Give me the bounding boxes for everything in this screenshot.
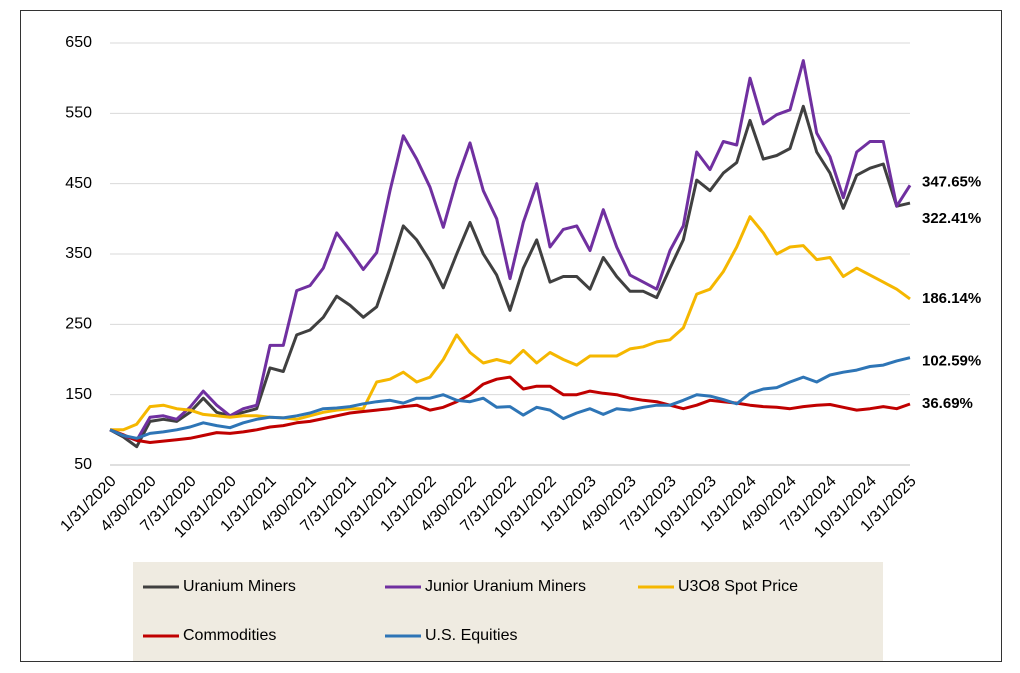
- y-tick-label: 250: [65, 316, 92, 333]
- line-series: [109, 356, 911, 440]
- y-tick-label: 350: [65, 245, 92, 262]
- legend-label: Commodities: [183, 627, 276, 644]
- y-tick-label: 150: [65, 386, 92, 403]
- y-tick-label: 450: [65, 175, 92, 192]
- end-label: 322.41%: [922, 210, 981, 227]
- end-label: 347.65%: [922, 173, 981, 190]
- line-series: [109, 104, 911, 449]
- y-tick-label: 550: [65, 105, 92, 122]
- legend-label: Uranium Miners: [183, 578, 296, 595]
- legend-label: U3O8 Spot Price: [678, 578, 798, 595]
- legend-label: Junior Uranium Miners: [425, 578, 586, 595]
- line-series: [109, 59, 912, 442]
- y-tick-label: 50: [74, 456, 92, 473]
- end-label: 102.59%: [922, 353, 981, 370]
- legend-label: U.S. Equities: [425, 627, 517, 644]
- legend-box: [133, 562, 883, 661]
- line-series: [110, 215, 911, 432]
- y-tick-label: 650: [65, 34, 92, 51]
- end-label: 186.14%: [922, 290, 981, 307]
- end-label: 36.69%: [922, 395, 973, 412]
- frame: [20, 10, 1002, 662]
- line-series: [109, 375, 911, 444]
